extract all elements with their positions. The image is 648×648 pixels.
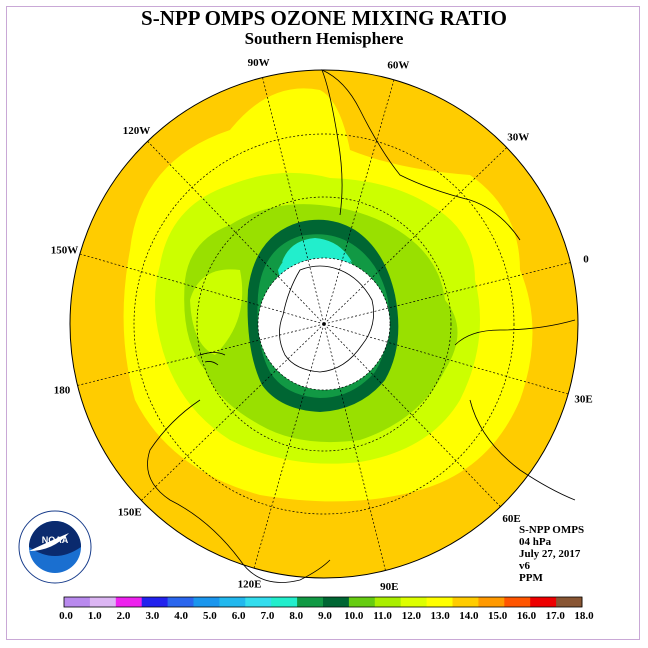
colorbar-tick-label: 11.0 — [373, 610, 392, 622]
map-boundary — [69, 69, 579, 579]
antarctica-coast — [279, 265, 375, 373]
colorbar-swatch — [504, 597, 531, 607]
colorbar-tick-label: 7.0 — [261, 610, 275, 622]
svg-text:NOAA: NOAA — [42, 535, 69, 545]
colorbar-tick-label: 18.0 — [574, 610, 594, 622]
colorbar-swatch — [167, 597, 194, 607]
longitude-label: 90E — [380, 581, 398, 593]
longitude-label: 90W — [248, 57, 270, 69]
contour-patch — [190, 269, 243, 355]
colorbar-swatch — [297, 597, 324, 607]
info-instrument: S-NPP OMPS — [519, 524, 585, 536]
colorbar-tick-label: 12.0 — [402, 610, 422, 622]
colorbar-swatch — [64, 597, 91, 607]
africa-coast — [454, 319, 576, 501]
longitude-label: 0 — [583, 254, 589, 266]
info-block: S-NPP OMPS 04 hPa July 27, 2017 v6 PPM — [519, 524, 584, 584]
colorbar-tick-label: 9.0 — [318, 610, 332, 622]
colorbar-tick-label: 3.0 — [145, 610, 159, 622]
colorbar: 0.0 1.0 2.0 3.0 4.0 5.0 6.0 7.0 8.0 9.0 10.0 11.0 12… — [59, 596, 594, 622]
colorbar-swatch — [348, 597, 376, 607]
longitude-label: 60E — [502, 513, 520, 525]
colorbar-tick-label: 8.0 — [289, 610, 303, 622]
south-pole-point — [322, 322, 326, 326]
australia-coast — [147, 399, 331, 583]
south-america-coast — [321, 69, 521, 241]
colorbar-swatch — [89, 597, 117, 607]
noaa-logo: NOAA — [18, 510, 92, 584]
longitude-label: 150E — [118, 507, 142, 519]
colorbar-tick-label: 5.0 — [203, 610, 217, 622]
colorbar-swatch — [219, 597, 246, 607]
colorbar-swatch — [530, 597, 557, 607]
longitude-label: 30W — [507, 131, 529, 143]
colorbar-swatch — [193, 597, 220, 607]
lat-circle-1 — [257, 257, 391, 391]
longitude-label: 120W — [123, 125, 151, 137]
colorbar-swatch — [452, 597, 479, 607]
plot-frame — [6, 6, 640, 640]
colorbar-tick-label: 10.0 — [344, 610, 364, 622]
info-version: v6 — [519, 560, 530, 572]
colorbar-tick-label: 16.0 — [517, 610, 537, 622]
colorbar-tick-label: 0.0 — [59, 610, 73, 622]
colorbar-swatch — [556, 597, 583, 607]
longitude-label: 120E — [238, 579, 262, 591]
latitude-grid — [133, 133, 515, 515]
info-date: July 27, 2017 — [519, 548, 581, 560]
longitude-labels: 90W 60W 30W 0 30E 60E 90E 120E 150E 180 150W 120W — [51, 57, 593, 593]
lat-circle-3 — [133, 133, 515, 515]
colorbar-tick-label: 14.0 — [459, 610, 479, 622]
colorbar-tick-label: 4.0 — [174, 610, 188, 622]
longitude-label: 30E — [574, 393, 592, 405]
lat-circle-2 — [196, 196, 452, 452]
colorbar-swatch — [323, 597, 350, 607]
colorbar-tick-label: 17.0 — [546, 610, 566, 622]
colorbar-swatch — [426, 597, 453, 607]
colorbar-swatch — [115, 597, 143, 607]
colorbar-tick-label: 2.0 — [117, 610, 131, 622]
coastlines — [147, 69, 576, 583]
colorbar-swatch — [478, 597, 505, 607]
info-units: PPM — [519, 572, 543, 584]
colorbar-swatch — [271, 597, 298, 607]
colorbar-swatch — [400, 597, 428, 607]
colorbar-tick-label: 15.0 — [488, 610, 508, 622]
colorbar-swatch — [141, 597, 169, 607]
colorbar-tick-label: 1.0 — [88, 610, 102, 622]
colorbar-swatch — [245, 597, 272, 607]
colorbar-tick-label: 13.0 — [430, 610, 450, 622]
colorbar-swatch — [374, 597, 402, 607]
longitude-label: 60W — [387, 59, 409, 71]
map-title: S-NPP OMPS OZONE MIXING RATIO — [141, 6, 507, 30]
info-level: 04 hPa — [519, 536, 552, 548]
longitude-label: 180 — [54, 384, 71, 396]
longitude-label: 150W — [51, 245, 79, 257]
colorbar-frame — [63, 596, 583, 608]
colorbar-tick-label: 6.0 — [232, 610, 246, 622]
map-subtitle: Southern Hemisphere — [244, 29, 404, 48]
